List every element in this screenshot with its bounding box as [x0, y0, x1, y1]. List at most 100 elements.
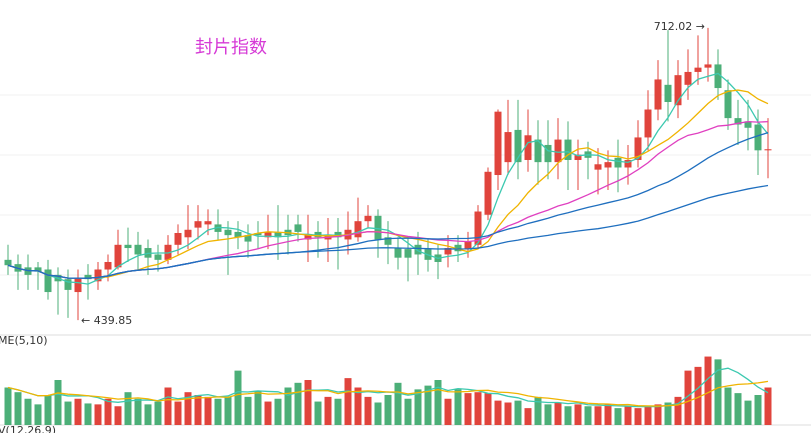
candle-body: [154, 254, 162, 260]
volume-bar: [544, 404, 552, 425]
candle-body: [534, 139, 542, 163]
candle-body: [374, 215, 382, 240]
volume-bar: [324, 396, 332, 425]
candle-body: [514, 129, 522, 163]
volume-bar: [14, 392, 22, 425]
volume-bar: [54, 380, 62, 425]
candle-body: [524, 135, 532, 160]
candle-body: [674, 75, 682, 106]
candle-body: [394, 248, 402, 258]
candle-body: [314, 231, 322, 238]
candle-body: [44, 269, 52, 293]
candle-body: [664, 84, 672, 103]
candle-body: [124, 244, 132, 249]
candle-body: [294, 224, 302, 232]
volume-bar: [404, 398, 412, 425]
candle-body: [234, 231, 242, 238]
volume-bar: [684, 370, 692, 425]
candle-body: [714, 64, 722, 89]
volume-bar: [24, 398, 32, 425]
low-annotation: ← 439.85: [81, 314, 132, 327]
candle-body: [274, 231, 282, 238]
volume-bar: [444, 398, 452, 425]
volume-bar: [474, 392, 482, 425]
volume-bar: [674, 396, 682, 425]
volume-bar: [424, 385, 432, 425]
candle-body: [704, 64, 712, 68]
volume-bar: [564, 406, 572, 425]
volume-bar: [464, 393, 472, 425]
volume-bar: [254, 391, 262, 425]
volume-bar: [604, 404, 612, 425]
volume-bar: [494, 400, 502, 425]
volume-bar: [84, 403, 92, 425]
volume-bar: [114, 406, 122, 425]
volume-bar: [124, 392, 132, 425]
volume-bar: [134, 398, 142, 425]
volume-bar: [314, 401, 322, 425]
candle-body: [304, 235, 312, 240]
candle-body: [404, 249, 412, 258]
candle-body: [564, 139, 572, 160]
candle-body: [504, 132, 512, 163]
candle-body: [634, 137, 642, 160]
candle-body: [224, 229, 232, 236]
volume-bar: [194, 395, 202, 425]
candle-body: [194, 221, 202, 228]
volume-bar: [304, 380, 312, 425]
volume-bar: [104, 398, 112, 425]
volume-bar: [74, 398, 82, 425]
volume-bar: [44, 395, 52, 425]
volume-bar: [204, 396, 212, 425]
high-annotation: 712.02 →: [654, 20, 705, 33]
volume-bar: [264, 401, 272, 425]
volume-bar: [434, 380, 442, 425]
chart-title: 封片指数: [195, 37, 267, 58]
candle-body: [104, 261, 112, 270]
candle-body: [84, 274, 92, 280]
candle-body: [114, 244, 122, 268]
volume-bar: [284, 387, 292, 425]
volume-bar: [94, 404, 102, 425]
volume-bar: [584, 406, 592, 425]
volume-bar: [614, 408, 622, 425]
candle-body: [244, 235, 252, 242]
candle-body: [444, 248, 452, 255]
candle-body: [334, 231, 342, 238]
volume-bar: [624, 406, 632, 425]
candle-body: [354, 221, 362, 238]
volume-bar: [454, 389, 462, 425]
candle-body: [754, 124, 762, 151]
volume-bar: [644, 406, 652, 425]
volume-label: ME(5,10): [0, 334, 48, 347]
volume-bar: [504, 402, 512, 425]
volume-bar: [634, 408, 642, 425]
volume-bar: [344, 378, 352, 425]
candle-body: [594, 164, 602, 170]
candle-body: [604, 162, 612, 168]
macd-label: V(12,26,9): [0, 424, 56, 433]
candle-body: [384, 237, 392, 245]
candle-body: [134, 244, 142, 255]
candle-body: [34, 267, 42, 272]
volume-bar: [214, 398, 222, 425]
candle-body: [214, 224, 222, 232]
candle-body: [264, 231, 272, 238]
volume-bar: [164, 387, 172, 425]
candle-body: [254, 232, 262, 236]
volume-bar: [734, 393, 742, 425]
volume-bar: [484, 393, 492, 425]
volume-bar: [704, 356, 712, 425]
volume-bar: [184, 392, 192, 425]
volume-bar: [524, 408, 532, 425]
volume-bar: [334, 398, 342, 425]
volume-bar: [274, 398, 282, 425]
volume-bar: [554, 402, 562, 425]
volume-bar: [244, 396, 252, 425]
candle-body: [174, 232, 182, 245]
candle-body: [64, 279, 72, 290]
volume-bar: [354, 387, 362, 425]
volume-bar: [294, 382, 302, 425]
volume-bar: [394, 382, 402, 425]
candle-body: [744, 121, 752, 128]
